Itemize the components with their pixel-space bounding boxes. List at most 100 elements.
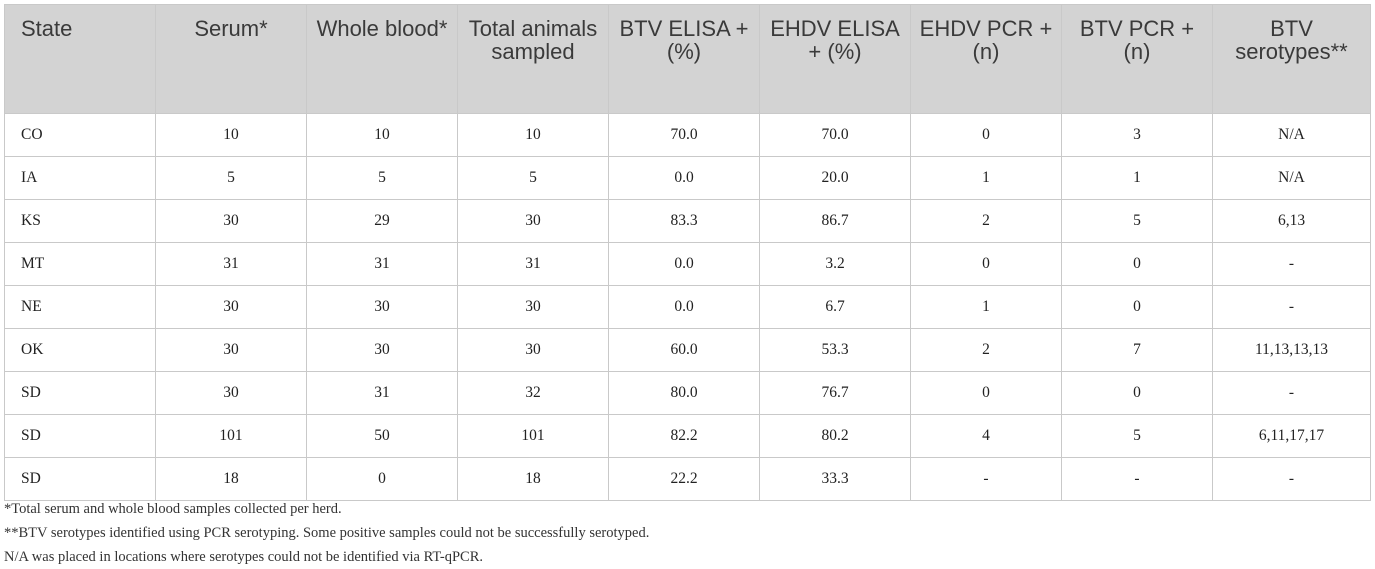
table-cell: 101 <box>155 414 307 458</box>
header-ehdv-elisa: EHDV ELISA + (%) <box>759 4 911 114</box>
table-cell: - <box>910 457 1062 501</box>
table-row: IA 5 5 5 0.0 20.0 1 1 N/A <box>4 156 1371 200</box>
table-cell: 80.2 <box>759 414 911 458</box>
table-cell: 2 <box>910 328 1062 372</box>
table-cell: CO <box>4 113 156 157</box>
header-whole-blood: Whole blood* <box>306 4 458 114</box>
table-cell: MT <box>4 242 156 286</box>
table-cell: IA <box>4 156 156 200</box>
table-cell: 31 <box>457 242 609 286</box>
table-cell: 30 <box>457 285 609 329</box>
table-row: SD 18 0 18 22.2 33.3- - - <box>4 457 1371 501</box>
table-cell: 31 <box>306 371 458 415</box>
table-cell: 0 <box>1061 371 1213 415</box>
table-cell: 0 <box>910 242 1062 286</box>
table-cell: - <box>1061 457 1213 501</box>
table-cell: 0 <box>1061 285 1213 329</box>
table-row: CO 10 10 10 70.0 70.0 0 3 N/A <box>4 113 1371 157</box>
table-cell: 80.0 <box>608 371 760 415</box>
table-cell: SD <box>4 414 156 458</box>
table-cell: 86.7 <box>759 199 911 243</box>
table-cell: 10 <box>457 113 609 157</box>
table-cell: 5 <box>1061 199 1213 243</box>
table-cell: NE <box>4 285 156 329</box>
table-cell: N/A <box>1212 156 1371 200</box>
table-cell: 30 <box>155 328 307 372</box>
table-row: KS 30 29 30 83.3 86.7 2 5 6,13 <box>4 199 1371 243</box>
table-row: MT 31 31 31 0.0 3.2 0 0- <box>4 242 1371 286</box>
table-cell: 0 <box>910 371 1062 415</box>
table-cell: 5 <box>155 156 307 200</box>
table-cell: 30 <box>155 371 307 415</box>
table-cell: 2 <box>910 199 1062 243</box>
table-cell: 0.0 <box>608 156 760 200</box>
table-cell: 1 <box>910 285 1062 329</box>
table-cell: 6.7 <box>759 285 911 329</box>
table-cell: 10 <box>306 113 458 157</box>
table-cell: 0 <box>910 113 1062 157</box>
table-cell: 3 <box>1061 113 1213 157</box>
header-serum: Serum* <box>155 4 307 114</box>
header-total-animals: Total animals sampled <box>457 4 609 114</box>
table-cell: 20.0 <box>759 156 911 200</box>
footnote: **BTV serotypes identified using PCR ser… <box>4 525 650 541</box>
table-cell: 29 <box>306 199 458 243</box>
table-cell: 30 <box>155 199 307 243</box>
table-cell: 33.3 <box>759 457 911 501</box>
table-cell: 7 <box>1061 328 1213 372</box>
footnote: *Total serum and whole blood samples col… <box>4 501 342 517</box>
table-cell: SD <box>4 457 156 501</box>
table-cell: KS <box>4 199 156 243</box>
table-cell: 0 <box>306 457 458 501</box>
table-cell: OK <box>4 328 156 372</box>
table-cell: 5 <box>306 156 458 200</box>
table-cell: 22.2 <box>608 457 760 501</box>
table-cell: - <box>1212 371 1371 415</box>
table-cell: 76.7 <box>759 371 911 415</box>
footnote: N/A was placed in locations where seroty… <box>4 549 484 565</box>
table-cell: 30 <box>155 285 307 329</box>
table-cell: 101 <box>457 414 609 458</box>
table-cell: 0.0 <box>608 242 760 286</box>
table-cell: 3.2 <box>759 242 911 286</box>
header-state: State <box>4 4 156 114</box>
table-cell: 82.2 <box>608 414 760 458</box>
table-cell: 30 <box>306 285 458 329</box>
table-cell: 50 <box>306 414 458 458</box>
footnotes: *Total serum and whole blood samples col… <box>4 497 649 569</box>
table-cell: 31 <box>306 242 458 286</box>
table-cell: 6,11,17,17 <box>1212 414 1371 458</box>
header-ehdv-pcr: EHDV PCR + (n) <box>910 4 1062 114</box>
table-cell: 6,13 <box>1212 199 1371 243</box>
table-cell: 83.3 <box>608 199 760 243</box>
table-cell: 30 <box>457 199 609 243</box>
table-cell: 31 <box>155 242 307 286</box>
table-cell: 53.3 <box>759 328 911 372</box>
table-cell: - <box>1212 457 1371 501</box>
table-cell: 4 <box>910 414 1062 458</box>
table-cell: 0.0 <box>608 285 760 329</box>
table-cell: 11,13,13,13 <box>1212 328 1371 372</box>
table-cell: 18 <box>457 457 609 501</box>
table-cell: 70.0 <box>608 113 760 157</box>
table-row: SD 101 50 101 82.2 80.2 4 5 6,11,17,17 <box>4 414 1371 458</box>
table-cell: N/A <box>1212 113 1371 157</box>
header-btv-pcr: BTV PCR + (n) <box>1061 4 1213 114</box>
header-btv-elisa: BTV ELISA + (%) <box>608 4 760 114</box>
table-cell: 30 <box>457 328 609 372</box>
table-cell: 10 <box>155 113 307 157</box>
table-cell: 1 <box>910 156 1062 200</box>
table-row: NE 30 30 30 0.0 6.7 1 0- <box>4 285 1371 329</box>
table-cell: 5 <box>1061 414 1213 458</box>
table-cell: - <box>1212 242 1371 286</box>
table-cell: 5 <box>457 156 609 200</box>
header-btv-serotypes: BTV serotypes** <box>1212 4 1371 114</box>
table-cell: 60.0 <box>608 328 760 372</box>
table-cell: 0 <box>1061 242 1213 286</box>
table-cell: 18 <box>155 457 307 501</box>
table-cell: 70.0 <box>759 113 911 157</box>
table-row: OK 30 30 30 60.0 53.3 2 7 11,13,13,13 <box>4 328 1371 372</box>
table-cell: 32 <box>457 371 609 415</box>
table-cell: SD <box>4 371 156 415</box>
table-cell: 1 <box>1061 156 1213 200</box>
